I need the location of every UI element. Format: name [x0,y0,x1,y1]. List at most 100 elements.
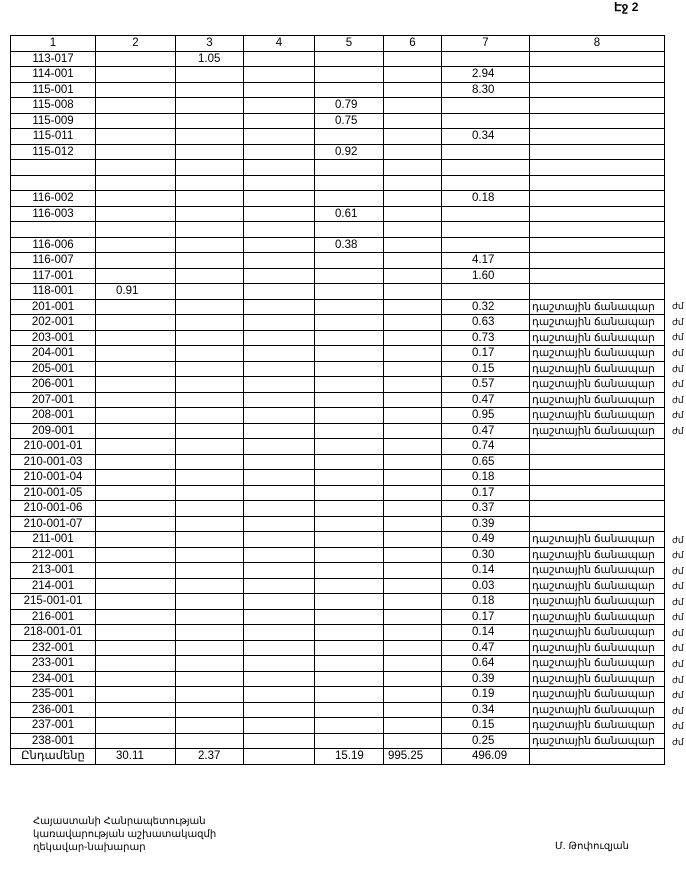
side-mark: ժմ [672,379,684,390]
position-line: ղեկավար-նախարար [33,842,146,853]
land-use-note: դաշտային ճանապար [529,593,665,610]
value-cell-col4 [243,190,315,207]
value-cell-col7 [441,205,530,222]
parcel-code: 208-001 [10,407,96,424]
value-cell-col2 [95,50,176,67]
value-cell-col7: 0.47 [441,391,530,408]
value-cell-col7: 0.39 [441,670,530,687]
value-cell-col3 [175,190,244,207]
value-cell-col4 [243,143,315,160]
value-cell-col6 [383,484,442,501]
value-cell-col5 [314,81,384,98]
land-use-note [529,174,665,191]
value-cell-col3 [175,112,244,129]
value-cell-col7: 0.18 [441,190,530,207]
value-cell-col5 [314,639,384,656]
value-cell-col3 [175,159,244,176]
parcel-code [10,159,96,176]
value-cell-col2 [95,453,176,470]
land-use-note: դաշտային ճանապար [529,298,665,315]
parcel-code: 114-001 [10,66,96,83]
value-cell-col4 [243,81,315,98]
land-use-note: դաշտային ճանապար [529,562,665,579]
value-cell-col2 [95,670,176,687]
value-cell-col4 [243,314,315,331]
value-cell-col4 [243,639,315,656]
table-row: 117-001 1.60 [10,267,665,284]
value-cell-col4 [243,531,315,548]
value-cell-col4 [243,360,315,377]
side-mark: ժմ [672,348,684,358]
table-row: 234-001 0.39 դաշտային ճանապար [10,670,665,687]
table-row [10,159,665,176]
value-cell-col3 [175,252,244,269]
table-row: 210-001-06 0.37 [10,500,665,517]
value-cell-col5 [314,391,384,408]
value-cell-col4 [243,159,315,176]
value-cell-col2 [95,546,176,563]
value-cell-col6: 995.25 [383,748,442,765]
value-cell-col2 [95,515,176,532]
value-cell-col5 [314,345,384,362]
value-cell-col4 [243,236,315,253]
parcel-code: 115-008 [10,97,96,114]
value-cell-col6 [383,298,442,315]
value-cell-col6 [383,469,442,486]
value-cell-col6 [383,453,442,470]
side-mark: ժմ [672,705,684,716]
value-cell-col6 [383,190,442,207]
value-cell-col5 [314,469,384,486]
land-use-note [529,190,665,207]
parcel-code: 233-001 [10,655,96,672]
value-cell-col2 [95,407,176,424]
value-cell-col2 [95,531,176,548]
value-cell-col7: 496.09 [441,748,530,765]
parcel-code: 116-007 [10,252,96,269]
parcel-code: 234-001 [10,670,96,687]
value-cell-col7 [441,236,530,253]
table-row: 214-001 0.03 դաշտային ճանապար [10,577,665,594]
value-cell-col7: 0.17 [441,484,530,501]
value-cell-col2 [95,608,176,625]
parcel-code: 210-001-06 [10,500,96,517]
position-line: կառավարության աշխատակազմի [33,829,217,840]
parcel-code: 115-012 [10,143,96,160]
value-cell-col7 [441,221,530,238]
value-cell-col7: 0.47 [441,422,530,439]
parcel-code: 203-001 [10,329,96,346]
value-cell-col7: 0.19 [441,686,530,703]
value-cell-col3 [175,329,244,346]
value-cell-col6 [383,112,442,129]
value-cell-col7: 0.65 [441,453,530,470]
value-cell-col5 [314,174,384,191]
table-row [10,221,665,238]
parcel-code: 115-001 [10,81,96,98]
value-cell-col4 [243,422,315,439]
value-cell-col6 [383,314,442,331]
value-cell-col3 [175,701,244,718]
value-cell-col3 [175,81,244,98]
value-cell-col6 [383,655,442,672]
value-cell-col5 [314,453,384,470]
land-use-note: դաշտային ճանապար [529,732,665,749]
parcel-code: 209-001 [10,422,96,439]
value-cell-col3 [175,314,244,331]
value-cell-col7: 0.37 [441,500,530,517]
land-use-note [529,236,665,253]
value-cell-col7: 0.64 [441,655,530,672]
table-row: 207-001 0.47 դաշտային ճանապար [10,391,665,408]
table-row: 204-001 0.17 դաշտային ճանապար [10,345,665,362]
value-cell-col6 [383,670,442,687]
value-cell-col3 [175,593,244,610]
parcel-code: 238-001 [10,732,96,749]
land-use-note [529,484,665,501]
table-row: 115-008 0.79 [10,97,665,114]
value-cell-col4 [243,515,315,532]
parcel-code: 214-001 [10,577,96,594]
value-cell-col2 [95,112,176,129]
land-use-note: դաշտային ճանապար [529,639,665,656]
value-cell-col2 [95,314,176,331]
value-cell-col3 [175,422,244,439]
parcel-code: 115-009 [10,112,96,129]
